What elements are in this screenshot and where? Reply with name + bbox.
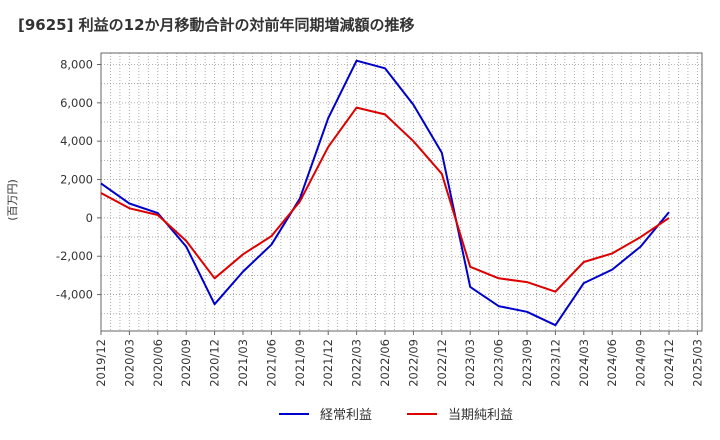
x-tick-label: 2023/06 <box>492 339 506 387</box>
x-tick-label: 2023/09 <box>520 339 534 387</box>
series-line-2 <box>100 106 670 293</box>
y-tick-label: 0 <box>86 211 93 225</box>
plot-frame <box>100 52 703 332</box>
y-tick-label: 4,000 <box>60 134 93 148</box>
chart-title: [9625] 利益の12か月移動合計の対前年同期増減額の推移 <box>18 16 415 34</box>
y-tick-label: 2,000 <box>60 173 93 187</box>
series-layer <box>100 59 670 327</box>
x-tick-label: 2024/06 <box>605 339 619 387</box>
x-tick-label: 2024/12 <box>662 339 676 387</box>
x-tick-label: 2023/03 <box>463 339 477 387</box>
legend-label-1: 経常利益 <box>320 408 372 423</box>
x-tick-label: 2020/06 <box>151 339 165 387</box>
x-tick-label: 2021/06 <box>264 339 278 387</box>
legend: 経常利益 当期純利益 <box>279 408 513 423</box>
x-tick-label: 2021/09 <box>293 339 307 387</box>
series-line-1 <box>100 59 670 327</box>
x-tick-label: 2022/12 <box>435 339 449 387</box>
x-tick-label: 2024/09 <box>634 339 648 387</box>
x-tick-label: 2019/12 <box>94 339 108 387</box>
y-tick-label: -2,000 <box>56 249 93 263</box>
x-tick-label: 2022/09 <box>406 339 420 387</box>
y-tick-label: -4,000 <box>56 288 93 302</box>
x-tick-label: 2023/12 <box>548 339 562 387</box>
y-axis-label: (百万円) <box>6 179 19 221</box>
x-tick-label: 2020/12 <box>208 339 222 387</box>
x-tick-label: 2022/06 <box>378 339 392 387</box>
y-tick-label: 8,000 <box>60 58 93 72</box>
grid-layer <box>100 53 702 331</box>
legend-label-2: 当期純利益 <box>448 408 513 423</box>
x-tick-label: 2021/03 <box>236 339 250 387</box>
x-tick-label: 2020/09 <box>179 339 193 387</box>
y-tick-label: 6,000 <box>60 96 93 110</box>
x-tick-label: 2021/12 <box>321 339 335 387</box>
axis-labels: 8,000 6,000 4,000 2,000 0 -2,000 -4,000 2019/12… <box>56 58 704 387</box>
x-tick-label: 2020/03 <box>122 339 136 387</box>
x-tick-label: 2022/03 <box>350 339 364 387</box>
x-tick-label: 2024/03 <box>577 339 591 387</box>
x-tick-label: 2025/03 <box>690 339 704 387</box>
